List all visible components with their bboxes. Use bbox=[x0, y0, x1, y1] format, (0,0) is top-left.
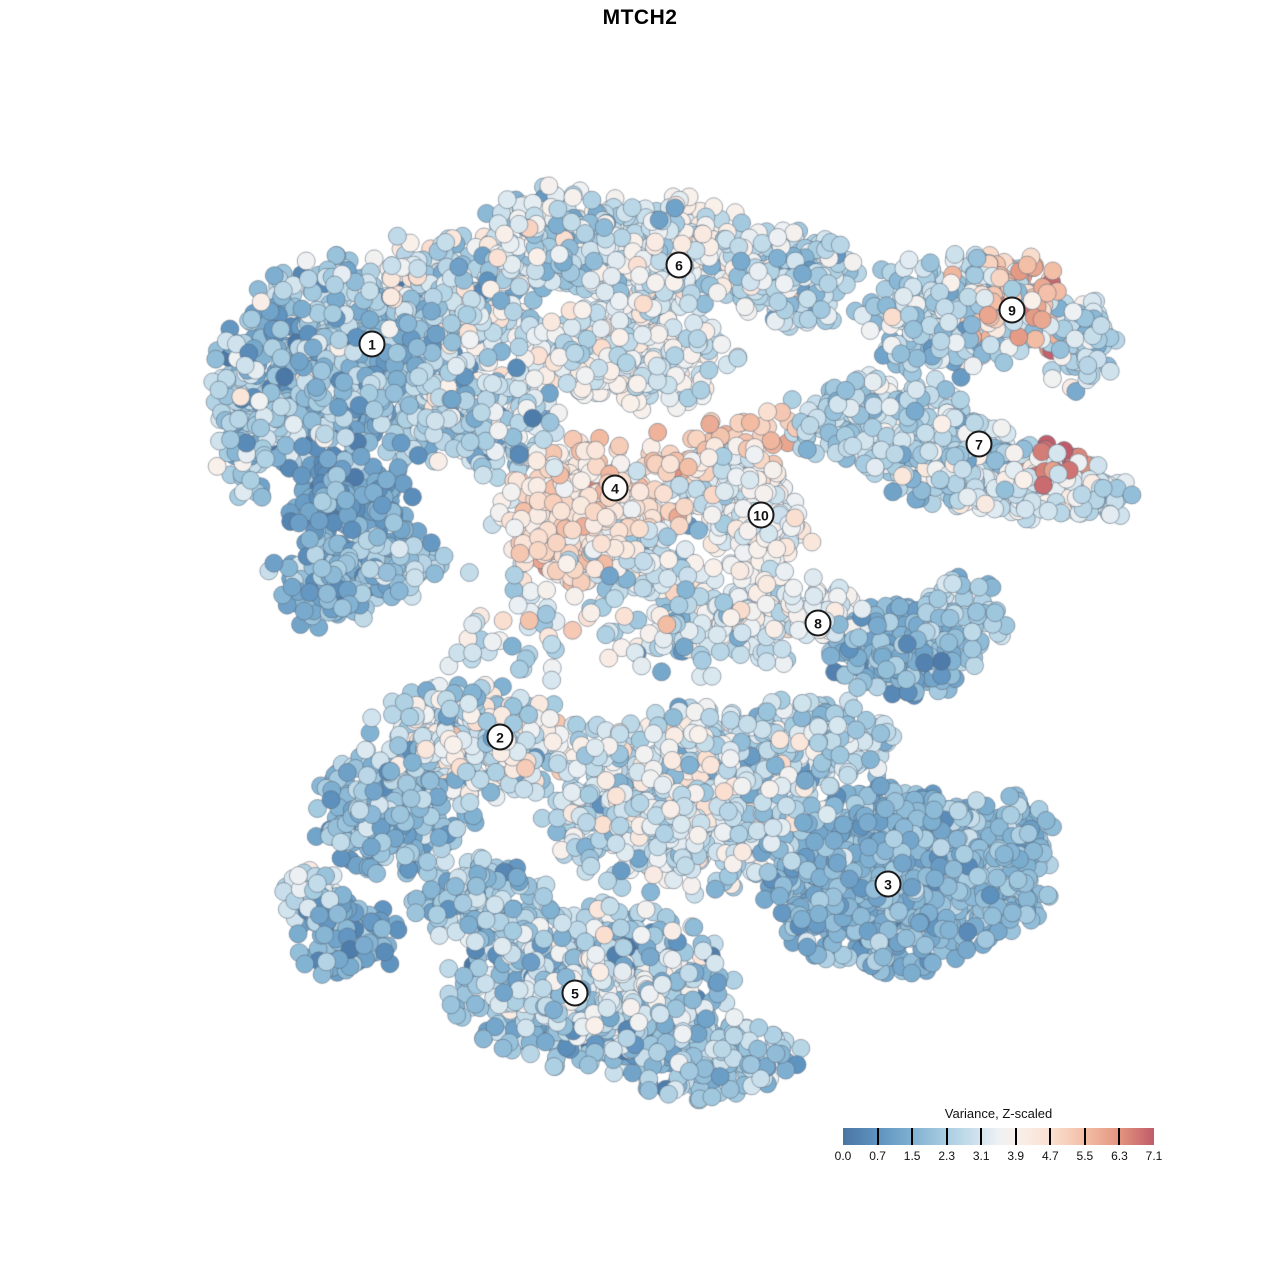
legend-tick-label: 4.7 bbox=[1041, 1149, 1059, 1163]
legend-tick-mark bbox=[911, 1128, 914, 1145]
legend-tick-label: 0.7 bbox=[869, 1149, 886, 1163]
legend-tick-labels: 0.0 0.7 1.5 2.3 3.1 3.9 4.7 5.5 6.3 7.1 bbox=[835, 1149, 1163, 1165]
legend-title: Variance, Z-scaled bbox=[944, 1106, 1053, 1121]
legend-tick-mark bbox=[1118, 1128, 1121, 1145]
legend-tick-label: 7.1 bbox=[1145, 1149, 1163, 1163]
legend-tick-mark bbox=[980, 1128, 983, 1145]
color-legend: Variance, Z-scaled 0.0 0.7 1.5 2.3 3.1 3.9 4.7… bbox=[835, 1106, 1163, 1165]
legend-tick-label: 5.5 bbox=[1076, 1149, 1094, 1163]
legend-tick-label: 1.5 bbox=[903, 1149, 921, 1163]
plot-title: MTCH2 bbox=[602, 6, 678, 29]
legend-tick-mark bbox=[945, 1128, 948, 1145]
legend-tick-label: 3.1 bbox=[972, 1149, 990, 1163]
legend-tick-label: 6.3 bbox=[1111, 1149, 1128, 1163]
legend-tick-mark bbox=[876, 1128, 879, 1145]
legend-tick-mark bbox=[1014, 1128, 1017, 1145]
legend-tick-mark bbox=[1083, 1128, 1086, 1145]
legend-tick-label: 2.3 bbox=[938, 1149, 955, 1163]
legend-colorbar bbox=[843, 1128, 1154, 1145]
legend-tick-label: 3.9 bbox=[1007, 1149, 1025, 1163]
legend-tick-mark bbox=[1049, 1128, 1052, 1145]
legend-tick-label: 0.0 bbox=[834, 1149, 852, 1163]
